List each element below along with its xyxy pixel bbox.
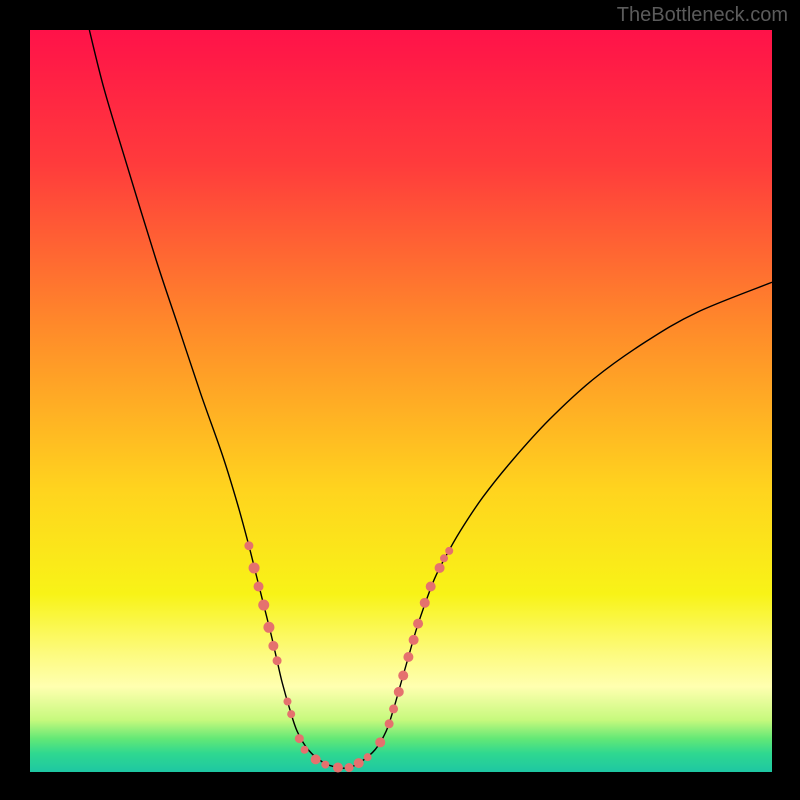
cluster-marker [268,641,278,651]
cluster-marker [409,635,419,645]
cluster-marker [273,656,282,665]
cluster-marker [420,598,430,608]
cluster-marker [440,554,448,562]
cluster-marker [354,758,364,768]
cluster-marker [375,737,385,747]
cluster-marker [311,754,321,764]
cluster-marker [398,671,408,681]
marker-cluster [244,541,453,772]
chart-overlay [30,30,772,772]
cluster-marker [364,753,372,761]
cluster-marker [394,687,404,697]
watermark-text: TheBottleneck.com [617,4,788,27]
cluster-marker [249,562,260,573]
cluster-marker [263,622,274,633]
cluster-marker [287,710,295,718]
cluster-marker [321,761,329,769]
cluster-marker [385,719,394,728]
cluster-marker [258,600,269,611]
cluster-marker [403,652,413,662]
cluster-marker [389,704,398,713]
cluster-marker [345,763,354,772]
cluster-marker [244,541,253,550]
cluster-marker [295,734,304,743]
plot-frame [30,30,772,772]
cluster-marker [413,619,423,629]
cluster-marker [445,547,453,555]
cluster-marker [333,763,343,773]
cluster-marker [283,698,291,706]
curve-line [89,30,772,768]
cluster-marker [301,746,309,754]
cluster-marker [435,563,445,573]
cluster-marker [426,582,436,592]
cluster-marker [254,582,264,592]
